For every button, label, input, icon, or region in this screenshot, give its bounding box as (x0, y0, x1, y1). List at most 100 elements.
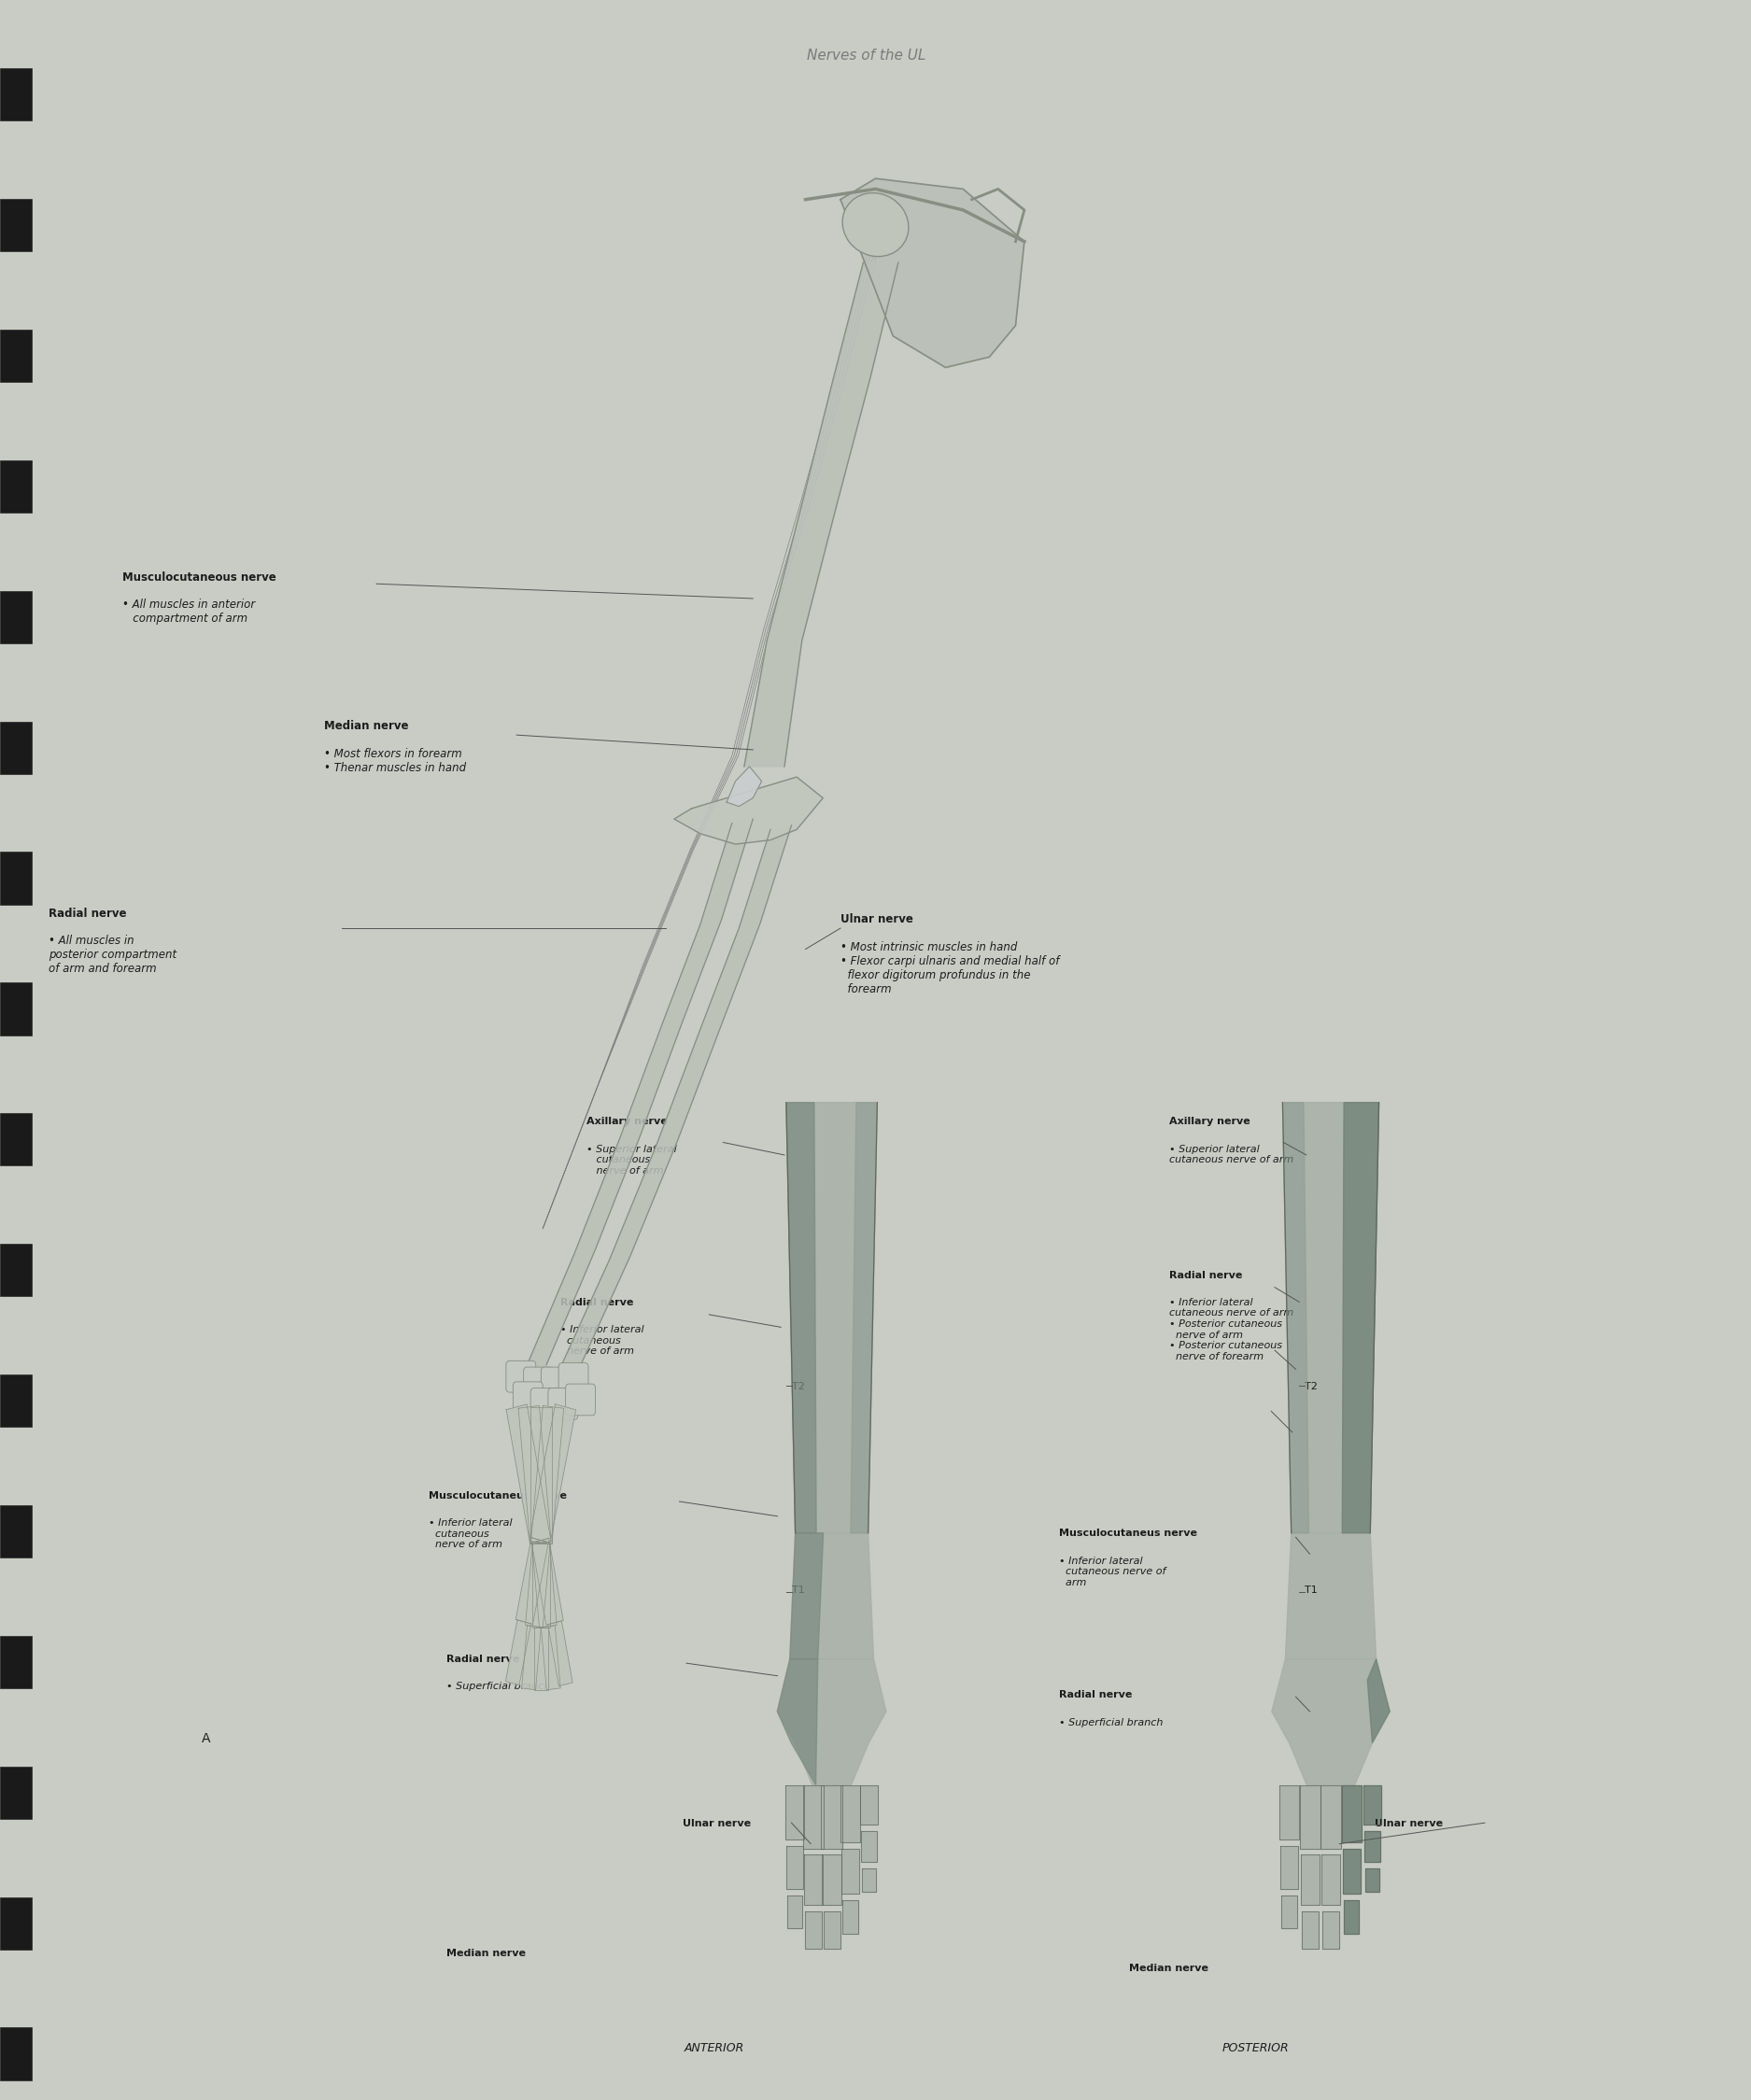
Polygon shape (674, 777, 823, 844)
Polygon shape (531, 1405, 564, 1544)
Polygon shape (727, 766, 762, 806)
Polygon shape (506, 1619, 531, 1684)
Text: A: A (201, 1732, 210, 1745)
Text: • Inferior lateral
  cutaneous
  nerve of arm: • Inferior lateral cutaneous nerve of ar… (560, 1325, 644, 1357)
Bar (0, 1896, 32, 1949)
Text: Ulnar nerve: Ulnar nerve (683, 1819, 751, 1827)
Text: Radial nerve: Radial nerve (560, 1298, 634, 1306)
Bar (0, 2029, 32, 2079)
Polygon shape (531, 1405, 576, 1544)
Polygon shape (804, 1854, 823, 1905)
Text: • Superior lateral
   cutaneous
   nerve of arm: • Superior lateral cutaneous nerve of ar… (587, 1144, 678, 1176)
Polygon shape (1280, 1785, 1299, 1840)
Polygon shape (518, 1405, 552, 1544)
Text: • Most intrinsic muscles in hand
• Flexor carpi ulnaris and medial half of
  fle: • Most intrinsic muscles in hand • Flexo… (840, 941, 1059, 995)
Polygon shape (541, 1625, 560, 1690)
FancyBboxPatch shape (559, 1363, 588, 1394)
FancyBboxPatch shape (548, 1388, 578, 1420)
Text: Musculocutaneus nerve: Musculocutaneus nerve (1059, 1529, 1198, 1537)
Polygon shape (786, 1102, 816, 1533)
Polygon shape (517, 1537, 548, 1623)
Polygon shape (1282, 1894, 1297, 1928)
Text: • Inferior lateral
  cutaneous
  nerve of arm: • Inferior lateral cutaneous nerve of ar… (429, 1518, 513, 1550)
Text: ANTERIOR: ANTERIOR (685, 2041, 744, 2054)
Polygon shape (531, 1407, 552, 1544)
Polygon shape (1271, 1659, 1390, 1785)
Bar (0, 1243, 32, 1296)
Polygon shape (823, 1911, 840, 1949)
Text: • Superficial branch: • Superficial branch (447, 1682, 550, 1690)
Text: • Most flexors in forearm
• Thenar muscles in hand: • Most flexors in forearm • Thenar muscl… (324, 748, 466, 773)
Polygon shape (744, 262, 898, 766)
Polygon shape (790, 1533, 823, 1659)
FancyBboxPatch shape (506, 1361, 536, 1392)
Text: Radial nerve: Radial nerve (1170, 1270, 1243, 1279)
Bar (0, 1113, 32, 1166)
Polygon shape (548, 1621, 573, 1686)
Text: Radial nerve: Radial nerve (49, 907, 128, 920)
Polygon shape (1364, 1785, 1382, 1825)
Polygon shape (522, 1625, 541, 1690)
Polygon shape (861, 1869, 876, 1892)
Text: T1: T1 (1304, 1586, 1317, 1594)
Bar (0, 1636, 32, 1688)
Polygon shape (1322, 1854, 1340, 1905)
Polygon shape (1368, 1659, 1390, 1743)
Polygon shape (534, 1628, 548, 1690)
Text: Axillary nerve: Axillary nerve (587, 1117, 667, 1126)
Polygon shape (1343, 1848, 1361, 1894)
Polygon shape (786, 1846, 804, 1890)
FancyBboxPatch shape (531, 1388, 560, 1420)
Polygon shape (1301, 1911, 1319, 1949)
Bar (0, 69, 32, 122)
Polygon shape (1322, 1911, 1340, 1949)
Bar (0, 1766, 32, 1819)
Polygon shape (1366, 1869, 1380, 1892)
FancyBboxPatch shape (513, 1382, 543, 1413)
Polygon shape (1282, 1102, 1308, 1533)
Polygon shape (788, 1894, 802, 1928)
Polygon shape (790, 1533, 874, 1659)
Text: T2: T2 (791, 1382, 804, 1390)
Polygon shape (1282, 1102, 1380, 1533)
Text: Ulnar nerve: Ulnar nerve (1375, 1819, 1443, 1827)
Bar (0, 1376, 32, 1428)
Polygon shape (532, 1541, 557, 1628)
FancyBboxPatch shape (541, 1367, 571, 1399)
Polygon shape (777, 1659, 818, 1785)
Polygon shape (842, 1900, 858, 1934)
Polygon shape (823, 1854, 840, 1905)
Polygon shape (860, 1785, 877, 1825)
Text: Musculocutaneus nerve: Musculocutaneus nerve (429, 1491, 567, 1499)
Bar (0, 200, 32, 252)
Text: • All muscles in anterior
   compartment of arm: • All muscles in anterior compartment of… (123, 598, 256, 624)
Text: • Superficial branch: • Superficial branch (1059, 1718, 1163, 1726)
Polygon shape (1285, 1533, 1376, 1659)
Bar (0, 460, 32, 512)
Polygon shape (821, 1785, 842, 1848)
Bar (0, 853, 32, 905)
Polygon shape (802, 1785, 823, 1848)
Text: Musculocutaneous nerve: Musculocutaneous nerve (123, 571, 277, 584)
Bar (0, 590, 32, 643)
Bar (0, 1506, 32, 1558)
Text: Radial nerve: Radial nerve (447, 1655, 520, 1663)
Polygon shape (506, 1405, 550, 1544)
Polygon shape (777, 1659, 886, 1785)
Polygon shape (1364, 1831, 1380, 1863)
Bar (0, 330, 32, 382)
Ellipse shape (842, 193, 909, 256)
Polygon shape (1301, 1854, 1320, 1905)
Text: POSTERIOR: POSTERIOR (1222, 2041, 1289, 2054)
Polygon shape (557, 825, 791, 1376)
Polygon shape (1341, 1785, 1361, 1842)
Text: Ulnar nerve: Ulnar nerve (840, 913, 914, 926)
Text: • Inferior lateral
  cutaneous nerve of
  arm: • Inferior lateral cutaneous nerve of ar… (1059, 1556, 1166, 1588)
Polygon shape (532, 1539, 564, 1625)
Text: T1: T1 (791, 1586, 804, 1594)
Polygon shape (525, 819, 753, 1369)
Polygon shape (784, 1785, 804, 1840)
Polygon shape (840, 178, 1024, 368)
Text: Median nerve: Median nerve (324, 720, 408, 733)
Text: Median nerve: Median nerve (1129, 1964, 1208, 1972)
